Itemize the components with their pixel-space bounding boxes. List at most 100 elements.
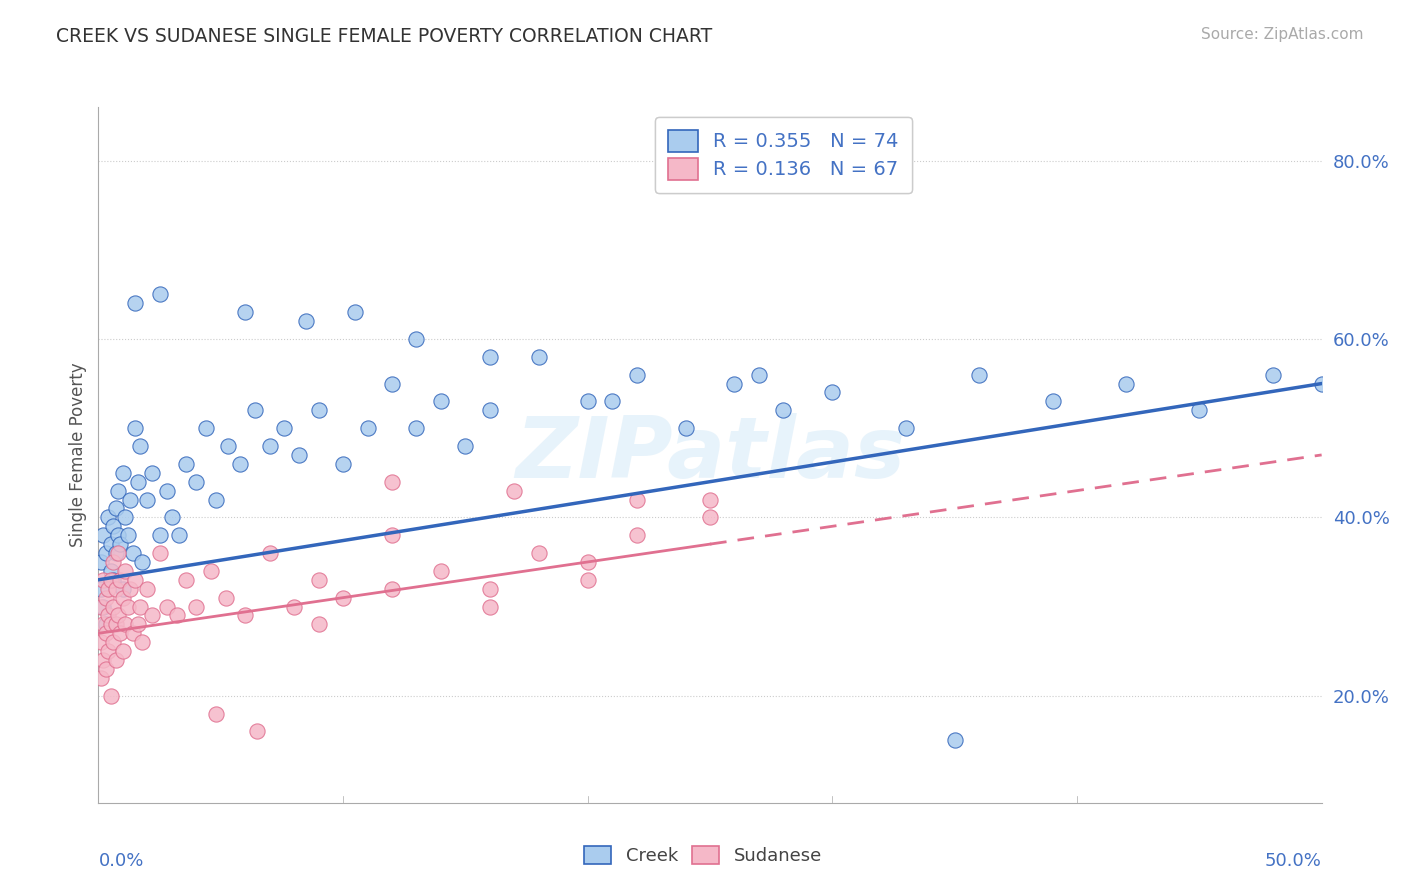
Point: [295, 314, 318, 328]
Point: [94, 626, 117, 640]
Point: [121, 546, 143, 560]
Point: [186, 475, 208, 489]
Point: [107, 608, 129, 623]
Point: [136, 492, 159, 507]
Point: [243, 403, 266, 417]
Text: CREEK VS SUDANESE SINGLE FEMALE POVERTY CORRELATION CHART: CREEK VS SUDANESE SINGLE FEMALE POVERTY …: [56, 27, 713, 45]
Point: [229, 457, 252, 471]
Point: [675, 421, 697, 435]
Point: [127, 475, 149, 489]
Point: [149, 546, 172, 560]
Point: [430, 394, 453, 409]
Point: [136, 582, 159, 596]
Legend: Creek, Sudanese: Creek, Sudanese: [575, 837, 831, 874]
Point: [176, 457, 198, 471]
Point: [576, 394, 599, 409]
Text: ZIPatlas: ZIPatlas: [515, 413, 905, 497]
Point: [156, 483, 179, 498]
Point: [214, 591, 236, 605]
Point: [626, 492, 648, 507]
Point: [111, 466, 134, 480]
Point: [699, 492, 721, 507]
Point: [332, 591, 354, 605]
Point: [104, 617, 127, 632]
Point: [160, 510, 183, 524]
Point: [90, 635, 112, 649]
Point: [381, 376, 404, 391]
Point: [100, 617, 122, 632]
Point: [91, 653, 114, 667]
Point: [94, 591, 117, 605]
Text: 50.0%: 50.0%: [1265, 852, 1322, 870]
Point: [1188, 403, 1211, 417]
Point: [90, 599, 112, 614]
Point: [120, 582, 142, 596]
Point: [233, 305, 256, 319]
Point: [283, 599, 305, 614]
Point: [141, 608, 163, 623]
Text: 0.0%: 0.0%: [98, 852, 143, 870]
Point: [100, 564, 122, 578]
Point: [111, 582, 134, 596]
Point: [121, 626, 143, 640]
Point: [131, 555, 153, 569]
Point: [131, 635, 153, 649]
Point: [107, 546, 129, 560]
Point: [156, 599, 179, 614]
Point: [527, 350, 550, 364]
Point: [308, 403, 330, 417]
Point: [97, 582, 120, 596]
Point: [259, 546, 281, 560]
Point: [576, 573, 599, 587]
Point: [101, 519, 124, 533]
Point: [176, 573, 198, 587]
Point: [107, 528, 129, 542]
Point: [120, 492, 142, 507]
Point: [104, 582, 127, 596]
Point: [503, 483, 526, 498]
Point: [217, 439, 239, 453]
Point: [195, 421, 218, 435]
Point: [356, 421, 378, 435]
Point: [478, 582, 501, 596]
Point: [200, 564, 222, 578]
Point: [91, 617, 114, 632]
Point: [101, 635, 124, 649]
Point: [127, 617, 149, 632]
Point: [405, 421, 427, 435]
Point: [430, 564, 453, 578]
Point: [149, 528, 172, 542]
Point: [129, 599, 152, 614]
Point: [527, 546, 550, 560]
Point: [381, 475, 404, 489]
Point: [273, 421, 295, 435]
Point: [90, 555, 112, 569]
Point: [967, 368, 990, 382]
Point: [124, 573, 146, 587]
Point: [114, 617, 136, 632]
Point: [699, 510, 721, 524]
Point: [129, 439, 152, 453]
Point: [111, 591, 134, 605]
Point: [167, 528, 190, 542]
Point: [332, 457, 354, 471]
Point: [233, 608, 256, 623]
Point: [205, 706, 228, 721]
Point: [1042, 394, 1064, 409]
Point: [110, 537, 132, 551]
Point: [1261, 368, 1284, 382]
Point: [111, 644, 134, 658]
Point: [141, 466, 163, 480]
Point: [478, 403, 501, 417]
Point: [478, 350, 501, 364]
Point: [186, 599, 208, 614]
Point: [626, 528, 648, 542]
Point: [1115, 376, 1137, 391]
Point: [94, 662, 117, 676]
Point: [94, 617, 117, 632]
Point: [114, 510, 136, 524]
Point: [894, 421, 917, 435]
Point: [600, 394, 623, 409]
Point: [97, 644, 120, 658]
Point: [344, 305, 367, 319]
